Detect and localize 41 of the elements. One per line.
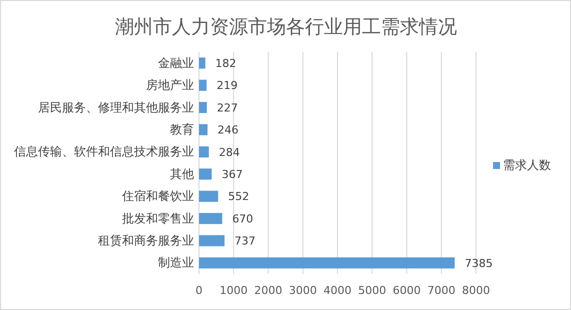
bar [199,168,212,180]
bar [199,146,209,158]
bar [199,102,207,114]
x-tick-label: 1000 [220,284,248,297]
bar [199,124,208,136]
y-tick-label: 教育 [170,122,194,137]
y-tick-label: 住宿和餐饮业 [121,189,194,204]
x-tick-label: 4000 [324,284,352,297]
data-label: 284 [218,146,240,159]
legend-label: 需求人数 [503,158,551,172]
bar [199,235,225,246]
y-tick-label: 居民服务、修理和其他服务业 [38,100,194,114]
bar [199,58,206,69]
y-tick-label: 制造业 [158,256,194,270]
y-tick-label: 批发和零售业 [122,211,194,226]
bar [199,190,218,202]
y-tick-label: 金融业 [158,56,194,70]
data-label: 227 [216,101,238,114]
x-tick-label: 5000 [358,284,386,297]
y-tick-label: 租赁和商务服务业 [98,234,194,248]
bar [199,257,455,268]
data-label: 182 [215,56,236,70]
y-tick-label: 信息传输、软件和信息技术服务业 [14,144,194,159]
y-tick-label: 房地产业 [146,78,194,92]
data-label: 7385 [464,256,493,270]
data-label: 367 [222,168,243,181]
y-tick-label: 其他 [170,166,194,181]
x-tick-label: 7000 [427,284,456,297]
data-label: 552 [228,190,250,204]
x-tick-label: 2000 [254,284,282,297]
x-tick-label: 8000 [462,284,490,297]
bar [199,212,222,224]
x-tick-label: 0 [196,284,202,297]
bar [199,80,207,91]
chart-title: 潮州市人力资源市场各行业用工需求情况 [115,16,457,38]
data-label: 219 [216,79,238,92]
data-label: 670 [232,212,254,226]
data-label: 737 [234,234,256,248]
x-tick-label: 3000 [288,284,317,297]
x-tick-label: 6000 [392,284,421,297]
data-label: 246 [218,124,239,137]
